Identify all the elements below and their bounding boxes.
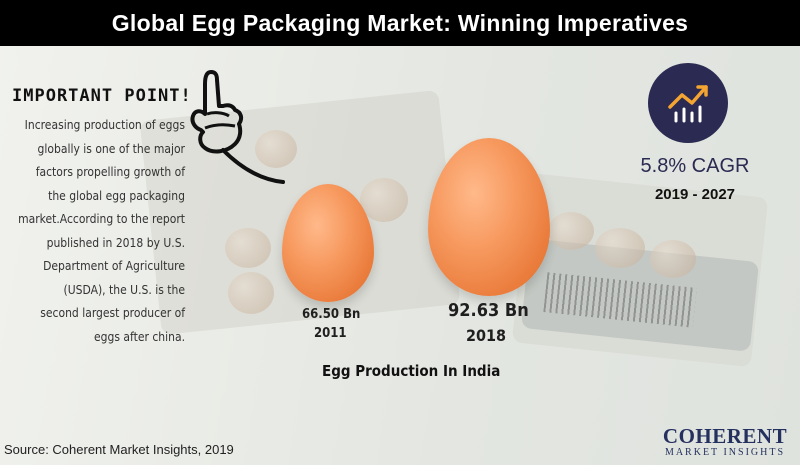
body-line: Department of Agriculture (43, 259, 185, 273)
body-line: (USDA), the U.S. is the (63, 282, 186, 297)
logo-tagline: MARKET INSIGHTS (664, 447, 786, 458)
egg-value-2011: 66.50 Bn (302, 307, 361, 322)
egg-2018 (428, 138, 550, 296)
important-body: Increasing production of eggs globally i… (5, 114, 185, 349)
company-logo: COHERENT MARKET INSIGHTS (655, 425, 795, 458)
body-line: Increasing production of eggs (24, 118, 185, 132)
body-line: market.According to the report (18, 212, 185, 226)
body-line: eggs after china. (93, 329, 185, 344)
body-line: the global egg packaging (48, 188, 185, 203)
body-line: second largest producer of (40, 306, 185, 320)
egg-value-2018: 92.63 Bn (448, 300, 529, 321)
body-line: published in 2018 by U.S. (46, 235, 185, 250)
body-line: globally is one of the major (37, 141, 185, 156)
egg-year-2018: 2018 (466, 326, 507, 345)
bg-egg (228, 272, 274, 314)
egg-year-2011: 2011 (314, 326, 347, 341)
body-line: factors propelling growth of (35, 165, 185, 179)
cagr-period: 2019 - 2027 (654, 186, 736, 203)
bg-egg (548, 212, 594, 250)
logo-name: COHERENT (662, 424, 788, 448)
bg-egg (225, 228, 271, 268)
page-title: Global Egg Packaging Market: Winning Imp… (111, 9, 689, 36)
important-heading: IMPORTANT POINT! (12, 86, 192, 106)
growth-chart-icon (668, 85, 708, 123)
cagr-badge (648, 63, 728, 143)
title-bar: Global Egg Packaging Market: Winning Imp… (0, 0, 800, 46)
pointing-hand-icon (190, 70, 285, 184)
bg-egg (650, 240, 696, 278)
source-note: Source: Coherent Market Insights, 2019 (4, 442, 234, 457)
bg-egg (255, 130, 297, 168)
bg-egg (595, 228, 645, 268)
cagr-value: 5.8% CAGR (640, 155, 750, 177)
bg-egg (360, 178, 408, 222)
egg-2011 (282, 184, 374, 302)
egg-production-caption: Egg Production In India (322, 362, 501, 380)
